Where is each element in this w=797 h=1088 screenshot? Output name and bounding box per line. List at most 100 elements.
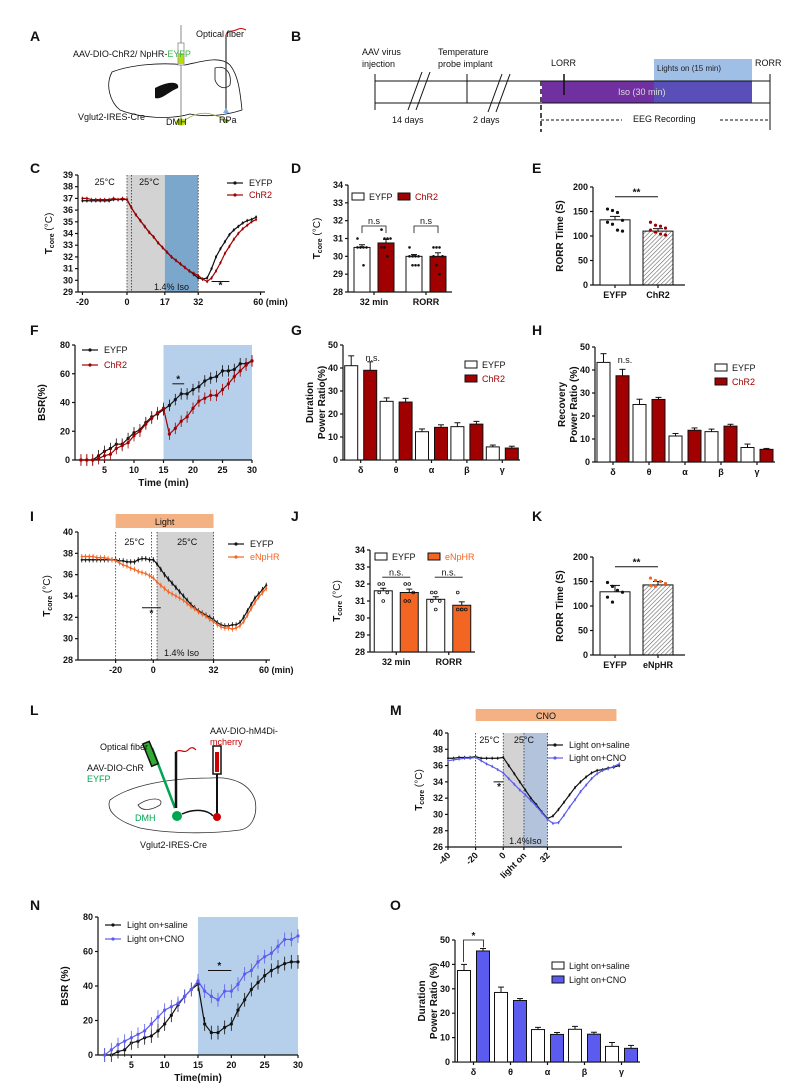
rpa-label: RPa xyxy=(219,115,237,125)
legend-label: Light on+saline xyxy=(127,920,188,930)
dmh-label: DMH xyxy=(166,117,187,127)
gap-14-days: 14 days xyxy=(392,115,424,125)
legend-label: Light on+CNO xyxy=(127,934,184,944)
data-point xyxy=(125,560,129,563)
data-point xyxy=(246,614,249,617)
y-tick-label: 29 xyxy=(355,630,365,640)
data-point xyxy=(223,240,227,243)
panel-a-schematic xyxy=(108,25,247,126)
data-point xyxy=(529,799,532,802)
data-point xyxy=(524,793,527,796)
sig-star: * xyxy=(217,961,221,972)
y-tick-label: 34 xyxy=(63,229,73,239)
virus2-line1: AAV-DIO-hM4Di- xyxy=(210,726,278,736)
data-point xyxy=(148,574,151,577)
data-point xyxy=(648,583,653,588)
data-point xyxy=(167,577,170,581)
data-point xyxy=(167,590,170,593)
data-point xyxy=(155,562,159,566)
y-tick-label: 50 xyxy=(328,340,338,350)
data-point xyxy=(283,961,287,966)
sig-star: * xyxy=(149,608,153,619)
data-point xyxy=(377,590,382,595)
sig-star: ** xyxy=(633,557,641,568)
data-point xyxy=(235,626,238,630)
data-point xyxy=(103,1053,107,1057)
data-point xyxy=(95,556,98,559)
data-point xyxy=(249,987,253,992)
x-tick-label: RORR xyxy=(413,297,440,307)
y-tick-label: 26 xyxy=(433,842,443,852)
data-point xyxy=(507,764,510,767)
bar-chr2 xyxy=(377,242,395,293)
data-point xyxy=(507,777,510,780)
virus-label-text: AAV-DIO-ChR2/ NpHR- xyxy=(73,49,168,59)
data-point xyxy=(165,251,169,254)
data-point xyxy=(276,965,280,969)
legend-label: ChR2 xyxy=(104,360,127,370)
x-tick-label: eNpHR xyxy=(643,660,674,670)
x-tick-label: γ xyxy=(619,1067,624,1077)
data-point xyxy=(253,597,257,600)
x-tick-label: 20 xyxy=(226,1060,236,1070)
data-point xyxy=(383,237,386,240)
data-point xyxy=(122,563,125,567)
data-point xyxy=(605,595,610,599)
data-point xyxy=(250,359,254,363)
bar-eyfp xyxy=(353,246,371,293)
data-point xyxy=(188,269,191,273)
bar-light-on-cno xyxy=(624,1047,638,1063)
y-tick-label: 10 xyxy=(328,432,338,442)
data-point xyxy=(155,581,159,584)
eeg-recording-label: EEG Recording xyxy=(633,114,696,124)
data-point xyxy=(496,768,499,771)
data-point xyxy=(85,458,89,462)
data-point xyxy=(238,369,242,373)
data-point xyxy=(574,786,577,789)
data-point xyxy=(223,1025,227,1029)
data-point xyxy=(149,1034,153,1038)
data-point xyxy=(386,255,389,258)
bar-light-on-cno xyxy=(513,1000,527,1063)
legend-marker xyxy=(233,193,237,197)
y-label-main: T xyxy=(312,253,323,259)
data-point xyxy=(653,578,658,583)
x-tick-label: 15 xyxy=(158,465,168,475)
light-on-shade xyxy=(163,345,252,460)
data-point xyxy=(381,582,386,586)
data-point xyxy=(557,821,560,824)
data-point xyxy=(447,759,449,762)
target-dot-l xyxy=(213,813,221,821)
iso-label: Iso (30 min) xyxy=(618,87,666,97)
data-point xyxy=(150,416,154,420)
data-point xyxy=(197,385,201,389)
bar-light-on-saline xyxy=(605,1045,619,1063)
x-tick-label: δ xyxy=(358,465,364,475)
iso-label: 1.4%Iso xyxy=(509,836,542,846)
panel-l-schematic xyxy=(108,740,257,834)
series-line-chr2 xyxy=(82,197,257,283)
y-label-main: T xyxy=(332,616,343,622)
data-point xyxy=(438,246,441,249)
data-point xyxy=(133,560,136,563)
data-point xyxy=(463,607,468,612)
data-point xyxy=(85,199,89,202)
legend-label: Light on+saline xyxy=(569,740,630,750)
data-point xyxy=(102,454,107,458)
step-probe-line2: probe implant xyxy=(438,59,493,69)
data-point xyxy=(229,989,233,993)
data-point xyxy=(228,245,231,248)
data-point xyxy=(551,815,554,818)
data-point xyxy=(226,382,230,386)
data-point xyxy=(231,627,234,631)
legend-label: ChR2 xyxy=(415,192,438,202)
data-point xyxy=(265,584,268,587)
x-tick-label: 32 xyxy=(209,665,219,675)
data-point xyxy=(232,367,236,372)
sig-star: * xyxy=(497,782,501,793)
legend-label: EYFP xyxy=(392,552,416,562)
x-tick-label: 10 xyxy=(160,1060,170,1070)
chart-k: 0 50 100 150 200 RORR Time (S) EYFP eNpHR ** xyxy=(555,552,685,670)
data-point xyxy=(88,558,91,561)
data-point xyxy=(108,198,111,201)
